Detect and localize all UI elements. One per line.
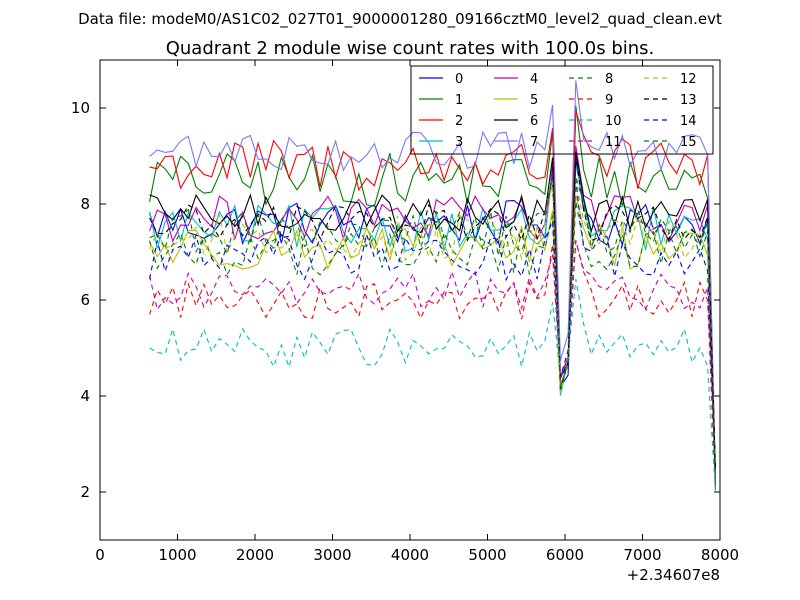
legend-label-3: 3 (455, 135, 463, 150)
legend-label-9: 9 (605, 93, 613, 108)
y-tick-label: 8 (80, 195, 90, 213)
x-axis: 0 1000 2000 3000 4000 5000 6000 7000 8000 (95, 60, 739, 564)
x-tick-label: 2000 (236, 546, 274, 564)
legend-label-0: 0 (455, 72, 463, 87)
y-tick-label: 2 (80, 483, 90, 501)
legend-label-2: 2 (455, 114, 463, 129)
chart-title: Quadrant 2 module wise count rates with … (166, 38, 655, 59)
legend-label-10: 10 (605, 114, 622, 129)
legend-label-14: 14 (680, 114, 697, 129)
legend-label-6: 6 (530, 114, 538, 129)
series-line-11 (149, 241, 716, 464)
x-tick-label: 1000 (158, 546, 196, 564)
series-line-3 (149, 164, 716, 479)
series-line-14 (149, 180, 716, 469)
legend-label-5: 5 (530, 93, 538, 108)
legend-label-4: 4 (530, 72, 538, 87)
x-tick-label: 4000 (391, 546, 429, 564)
x-offset-label: +2.34607e8 (627, 566, 720, 584)
series-line-6 (149, 151, 716, 484)
series-line-7 (149, 80, 716, 486)
y-tick-label: 10 (71, 99, 90, 117)
y-axis: 2 4 6 8 10 (71, 99, 720, 501)
legend-label-8: 8 (605, 72, 613, 87)
y-tick-label: 4 (80, 387, 90, 405)
legend-label-11: 11 (605, 135, 622, 150)
series-line-9 (149, 239, 716, 489)
series-line-5 (149, 194, 716, 483)
legend-label-1: 1 (455, 93, 463, 108)
legend-label-7: 7 (530, 135, 538, 150)
legend-label-13: 13 (680, 93, 697, 108)
series-line-15 (149, 176, 716, 471)
x-tick-label: 6000 (546, 546, 584, 564)
x-tick-label: 3000 (313, 546, 351, 564)
series-line-12 (149, 179, 716, 466)
series-layer (149, 80, 716, 491)
x-tick-label: 0 (95, 546, 105, 564)
x-tick-label: 8000 (701, 546, 739, 564)
y-tick-label: 6 (80, 291, 90, 309)
legend-label-15: 15 (680, 135, 697, 150)
x-tick-label: 5000 (468, 546, 506, 564)
suptitle: Data file: modeM0/AS1C02_027T01_90000012… (78, 10, 722, 29)
series-line-10 (149, 279, 716, 491)
legend-label-12: 12 (680, 72, 697, 87)
legend-frame (410, 65, 714, 155)
series-line-8 (149, 201, 716, 488)
x-tick-label: 7000 (623, 546, 661, 564)
